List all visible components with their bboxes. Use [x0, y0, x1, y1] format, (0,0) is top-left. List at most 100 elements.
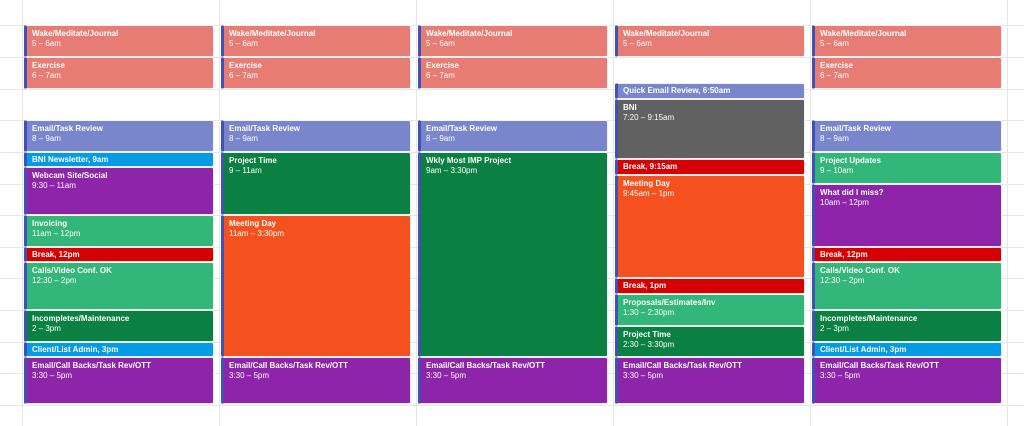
day-column-3: Wake/Meditate/Journal 5 – 6am Exercise 6… — [418, 0, 608, 426]
calendar-event[interactable]: BNI Newsletter, 9am — [24, 152, 214, 167]
event-time: 8 – 9am — [229, 134, 258, 143]
calendar-event[interactable]: Email/Call Backs/Task Rev/OTT 3:30 – 5pm — [418, 357, 608, 404]
calendar-event[interactable]: Exercise 6 – 7am — [221, 57, 411, 89]
event-title: Invoicing — [32, 219, 68, 228]
calendar-event[interactable]: Client/List Admin, 3pm — [24, 342, 214, 357]
event-time: 8 – 9am — [32, 134, 61, 143]
event-time: 9 – 11am — [229, 166, 262, 175]
event-time: 2:30 – 3:30pm — [623, 340, 675, 349]
calendar-event[interactable]: Wake/Meditate/Journal 5 – 6am — [221, 25, 411, 57]
calendar-event[interactable]: Client/List Admin, 3pm — [812, 342, 1002, 357]
calendar-event[interactable]: What did I miss? 10am – 12pm — [812, 184, 1002, 247]
event-title: Proposals/Estimates/Inv — [623, 298, 716, 307]
day-column-5: Wake/Meditate/Journal 5 – 6am Exercise 6… — [812, 0, 1002, 426]
event-title: BNI Newsletter, 9am — [32, 155, 109, 164]
calendar-event[interactable]: Email/Call Backs/Task Rev/OTT 3:30 – 5pm — [615, 357, 805, 404]
event-time: 3:30 – 5pm — [229, 371, 270, 380]
calendar-event[interactable]: Break, 12pm — [812, 247, 1002, 262]
calendar-event[interactable]: Break, 12pm — [24, 247, 214, 262]
day-separator — [810, 0, 811, 426]
calendar-event[interactable]: Webcam Site/Social 9:30 – 11am — [24, 167, 214, 215]
event-time: 10am – 12pm — [820, 198, 869, 207]
event-title: Email/Task Review — [820, 124, 891, 133]
event-title: Quick Email Review, 6:50am — [623, 86, 731, 95]
event-time: 3:30 – 5pm — [820, 371, 861, 380]
event-title: Email/Call Backs/Task Rev/OTT — [820, 361, 940, 370]
event-time: 1:30 – 2:30pm — [623, 308, 675, 317]
calendar-event[interactable]: Meeting Day 9:45am – 1pm — [615, 175, 805, 278]
day-separator — [416, 0, 417, 426]
event-time: 6 – 7am — [426, 71, 455, 80]
event-time: 9:45am – 1pm — [623, 189, 675, 198]
calendar-event[interactable]: Email/Call Backs/Task Rev/OTT 3:30 – 5pm — [812, 357, 1002, 404]
event-time: 5 – 6am — [820, 39, 849, 48]
day-column-1: Wake/Meditate/Journal 5 – 6am Exercise 6… — [24, 0, 214, 426]
event-title: Incompletes/Maintenance — [820, 314, 918, 323]
calendar-event[interactable]: Wake/Meditate/Journal 5 – 6am — [615, 25, 805, 57]
calendar-event[interactable]: Project Updates 9 – 10am — [812, 152, 1002, 184]
event-time: 11am – 3:30pm — [229, 229, 284, 238]
calendar-event[interactable]: Meeting Day 11am – 3:30pm — [221, 215, 411, 357]
calendar-event[interactable]: Incompletes/Maintenance 2 – 3pm — [24, 310, 214, 342]
calendar-event[interactable]: Proposals/Estimates/Inv 1:30 – 2:30pm — [615, 294, 805, 326]
event-title: Break, 1pm — [623, 281, 667, 290]
event-title: Wake/Meditate/Journal — [32, 29, 119, 38]
event-title: Break, 12pm — [32, 250, 80, 259]
calendar-event[interactable]: Calls/Video Conf. OK 12:30 – 2pm — [812, 262, 1002, 310]
event-title: Email/Task Review — [229, 124, 300, 133]
day-column-4: Wake/Meditate/Journal 5 – 6am Quick Emai… — [615, 0, 805, 426]
day-column-2: Wake/Meditate/Journal 5 – 6am Exercise 6… — [221, 0, 411, 426]
calendar-event[interactable]: Project Time 9 – 11am — [221, 152, 411, 215]
calendar-event[interactable]: Email/Call Backs/Task Rev/OTT 3:30 – 5pm — [24, 357, 214, 404]
day-separator — [1007, 0, 1008, 426]
calendar-event[interactable]: Invoicing 11am – 12pm — [24, 215, 214, 247]
event-time: 5 – 6am — [426, 39, 455, 48]
calendar-event[interactable]: Wake/Meditate/Journal 5 – 6am — [24, 25, 214, 57]
calendar-event[interactable]: Email/Call Backs/Task Rev/OTT 3:30 – 5pm — [221, 357, 411, 404]
calendar-event[interactable]: Calls/Video Conf. OK 12:30 – 2pm — [24, 262, 214, 310]
event-time: 8 – 9am — [820, 134, 849, 143]
event-title: Email/Call Backs/Task Rev/OTT — [32, 361, 152, 370]
event-title: Calls/Video Conf. OK — [32, 266, 112, 275]
calendar-event[interactable]: Email/Task Review 8 – 9am — [812, 120, 1002, 152]
calendar-event[interactable]: Wkly Most IMP Project 9am – 3:30pm — [418, 152, 608, 357]
event-title: BNI — [623, 103, 637, 112]
calendar-event[interactable]: Exercise 6 – 7am — [418, 57, 608, 89]
calendar-event[interactable]: Exercise 6 – 7am — [24, 57, 214, 89]
event-title: Exercise — [820, 61, 853, 70]
calendar-event[interactable]: Break, 1pm — [615, 278, 805, 294]
calendar-event[interactable]: Wake/Meditate/Journal 5 – 6am — [418, 25, 608, 57]
event-time: 3:30 – 5pm — [32, 371, 73, 380]
calendar-event[interactable]: Email/Task Review 8 – 9am — [418, 120, 608, 152]
event-time: 9am – 3:30pm — [426, 166, 478, 175]
event-time: 2 – 3pm — [32, 324, 61, 333]
calendar-event[interactable]: Exercise 6 – 7am — [812, 57, 1002, 89]
event-title: Incompletes/Maintenance — [32, 314, 130, 323]
calendar-event[interactable]: Wake/Meditate/Journal 5 – 6am — [812, 25, 1002, 57]
calendar-event[interactable]: BNI 7:20 – 9:15am — [615, 99, 805, 159]
event-title: Wake/Meditate/Journal — [426, 29, 513, 38]
event-time: 5 – 6am — [32, 39, 61, 48]
event-time: 12:30 – 2pm — [32, 276, 77, 285]
event-time: 9 – 10am — [820, 166, 854, 175]
event-title: Exercise — [229, 61, 262, 70]
calendar-event[interactable]: Quick Email Review, 6:50am — [615, 83, 805, 99]
calendar-event[interactable]: Email/Task Review 8 – 9am — [24, 120, 214, 152]
event-time: 3:30 – 5pm — [426, 371, 467, 380]
day-separator — [22, 0, 23, 426]
calendar-event[interactable]: Project Time 2:30 – 3:30pm — [615, 326, 805, 357]
calendar-event[interactable]: Incompletes/Maintenance 2 – 3pm — [812, 310, 1002, 342]
event-time: 5 – 6am — [229, 39, 258, 48]
event-time: 12:30 – 2pm — [820, 276, 865, 285]
event-title: Wake/Meditate/Journal — [820, 29, 907, 38]
event-title: Wake/Meditate/Journal — [623, 29, 710, 38]
event-title: Webcam Site/Social — [32, 171, 108, 180]
event-time: 9:30 – 11am — [32, 181, 76, 190]
event-title: Email/Call Backs/Task Rev/OTT — [623, 361, 743, 370]
event-time: 6 – 7am — [820, 71, 849, 80]
event-time: 6 – 7am — [229, 71, 258, 80]
event-title: Client/List Admin, 3pm — [32, 345, 119, 354]
event-time: 2 – 3pm — [820, 324, 849, 333]
calendar-event[interactable]: Email/Task Review 8 – 9am — [221, 120, 411, 152]
calendar-event[interactable]: Break, 9:15am — [615, 159, 805, 175]
